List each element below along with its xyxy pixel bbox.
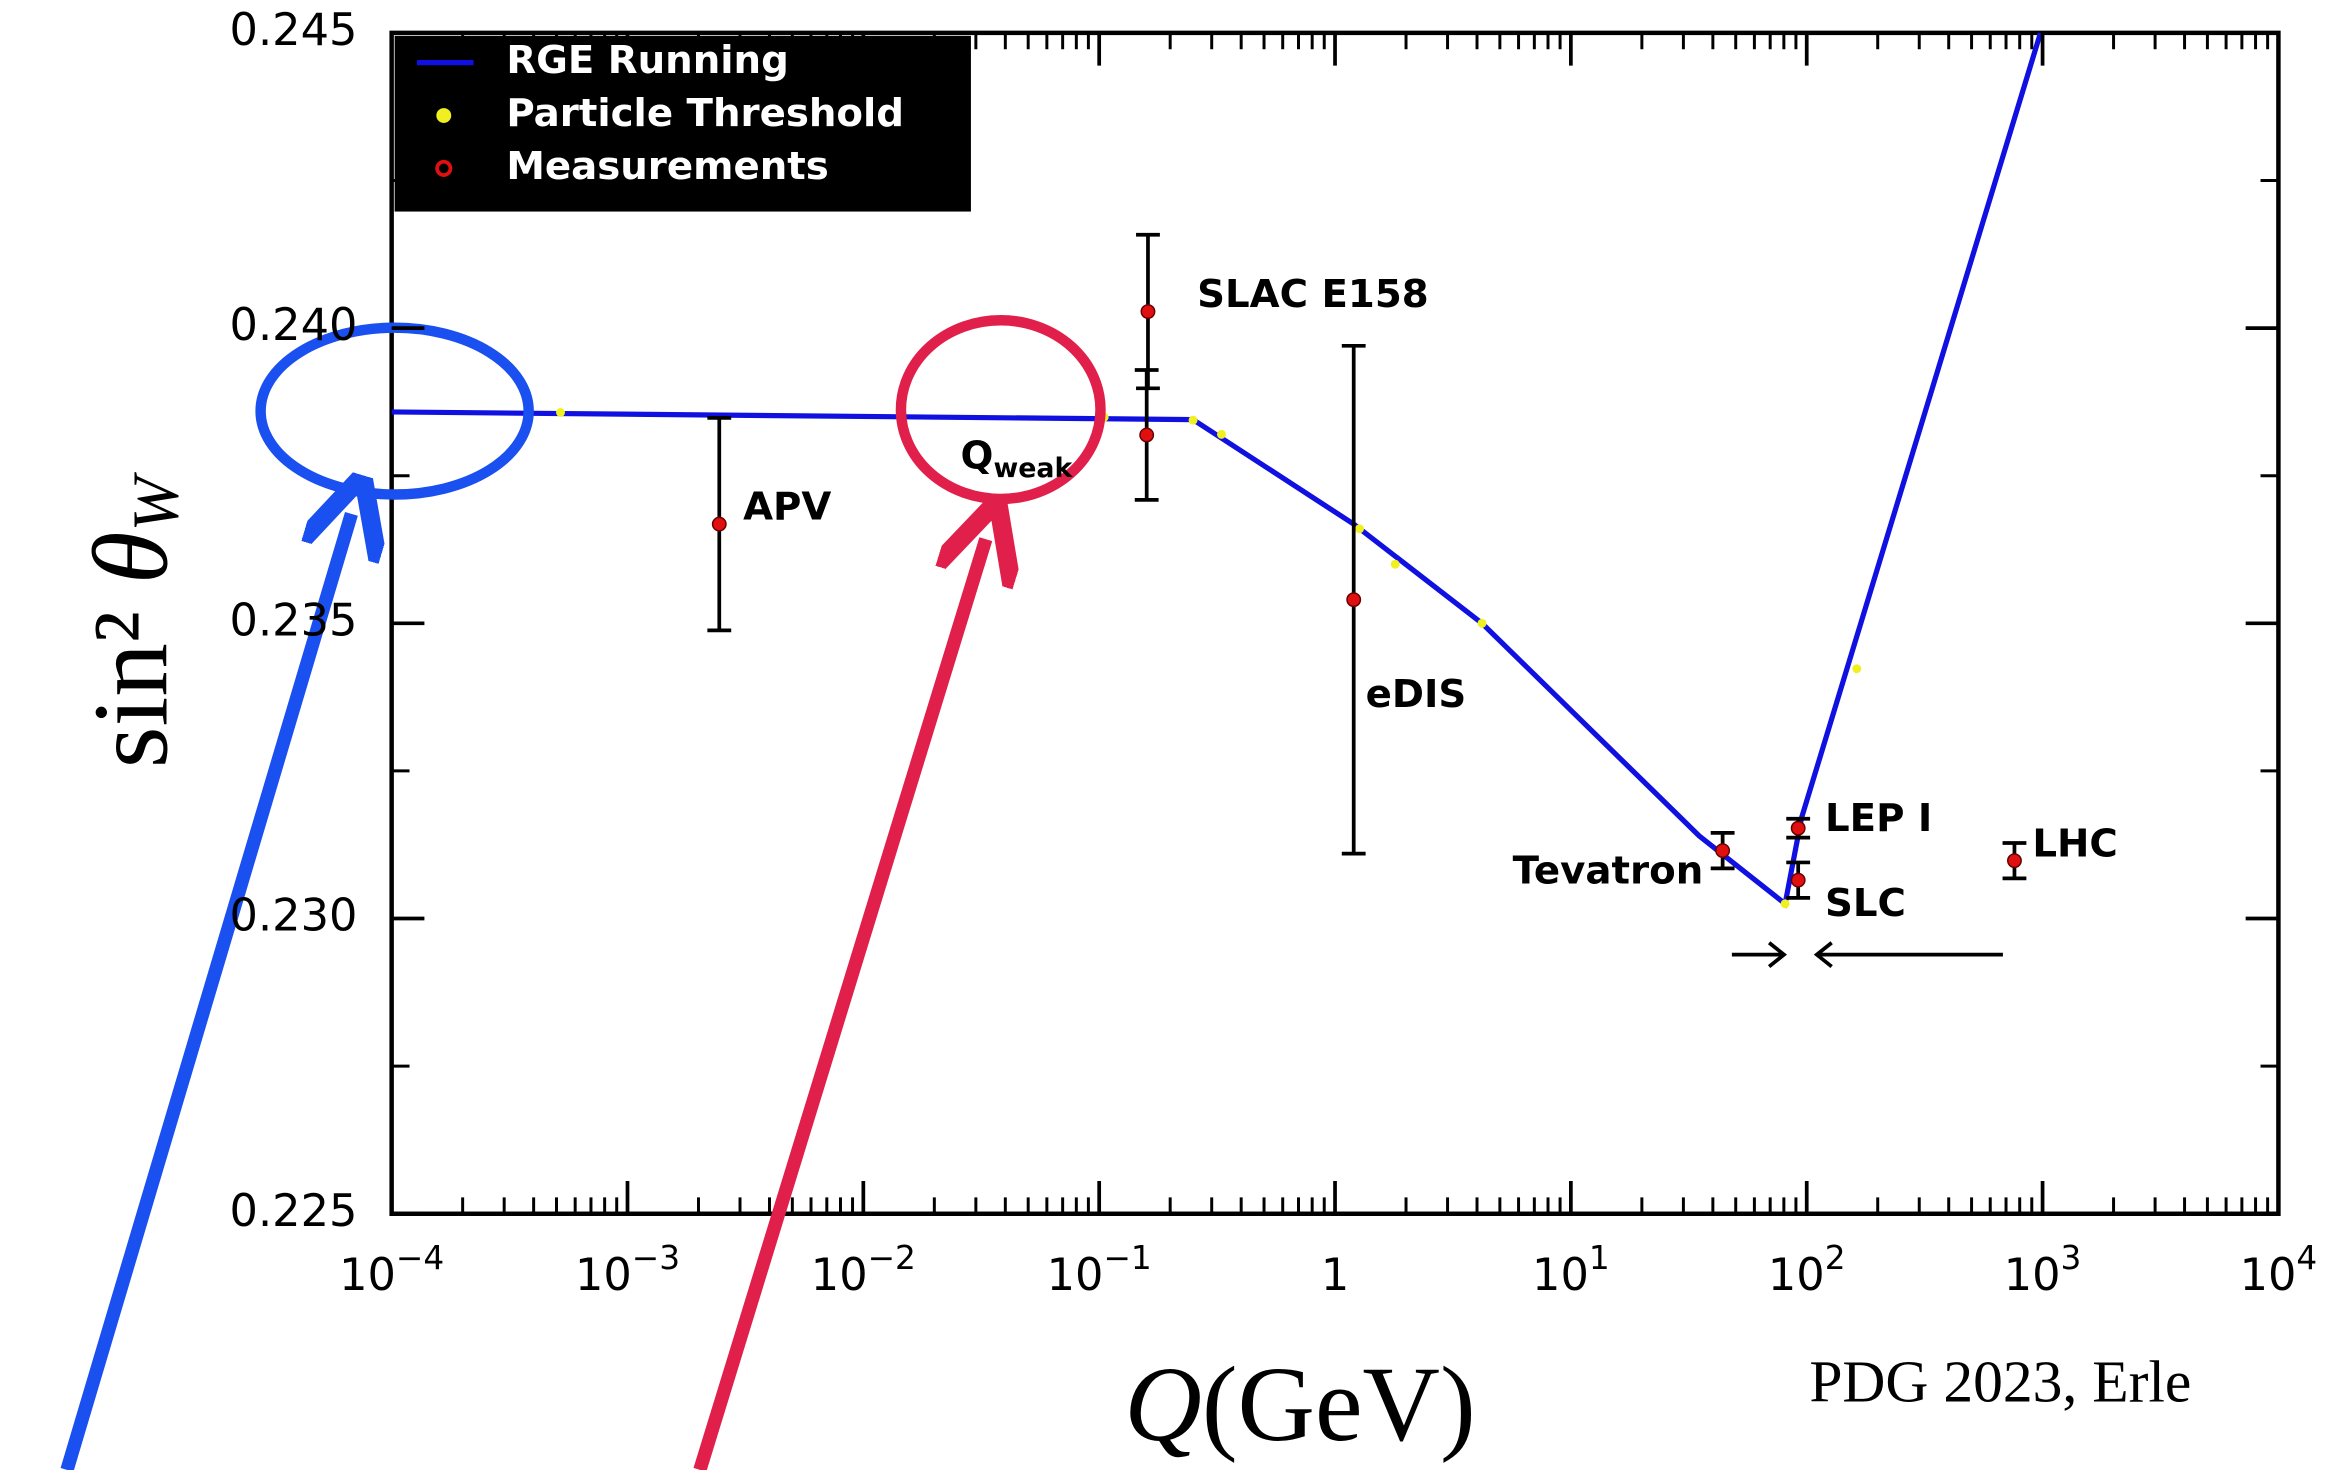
measurement-point	[1790, 820, 1806, 836]
x-tick-label: 10−3	[575, 1239, 680, 1301]
blue-arrow	[60, 514, 351, 1470]
measurement-label: eDIS	[1366, 672, 1467, 717]
x-axis-label: Q(GeV)	[1124, 1344, 1475, 1463]
y-tick-label: 0.225	[230, 1185, 358, 1237]
threshold-point	[1188, 415, 1198, 425]
y-tick-label: 0.245	[230, 4, 358, 56]
y-tick-label: 0.240	[230, 299, 358, 351]
measurement-point	[1139, 427, 1155, 443]
measurement-point	[1790, 872, 1806, 888]
y-tick-label: 0.235	[230, 594, 358, 646]
measurement-label: LHC	[2032, 821, 2117, 866]
threshold-point	[1355, 524, 1364, 534]
measurement-label: SLC	[1825, 881, 1906, 926]
legend-swatch	[435, 159, 453, 177]
threshold-point	[556, 408, 565, 417]
x-tick-label: 103	[2004, 1239, 2082, 1301]
red-arrow	[693, 539, 986, 1470]
measurement-point	[1346, 592, 1362, 608]
y-tick-label: 0.230	[230, 890, 358, 942]
x-tick-label: 10−1	[1047, 1239, 1152, 1301]
threshold-point	[1217, 429, 1226, 439]
legend-label: Particle Threshold	[506, 91, 904, 136]
legend-box	[394, 35, 971, 212]
measurement-label: LEP I	[1825, 796, 1932, 841]
threshold-point	[1477, 618, 1487, 628]
measurement-point	[2007, 853, 2022, 869]
measurement-point	[1140, 304, 1156, 320]
source-note: PDG 2023, Erle	[1809, 1349, 2191, 1415]
x-tick-label: 102	[1768, 1239, 1846, 1301]
threshold-point	[1852, 664, 1862, 674]
threshold-point	[1390, 559, 1400, 569]
measurement-point	[1715, 843, 1731, 859]
x-tick-label: 10−2	[811, 1239, 916, 1301]
legend-label: RGE Running	[506, 38, 788, 83]
z-pole-arrows	[1731, 941, 2003, 969]
measurement-label: Qweak	[961, 433, 1074, 484]
plot-area	[391, 32, 2043, 909]
y-axis-label: sin² θW	[71, 471, 192, 768]
measurement-label: APV	[743, 485, 831, 530]
x-tick-label: 104	[2240, 1239, 2318, 1301]
x-tick-label: 101	[1532, 1239, 1610, 1301]
measurement-label: SLAC E158	[1197, 272, 1429, 317]
x-tick-label: 1	[1321, 1249, 1349, 1301]
legend-swatch	[436, 108, 452, 123]
legend-label: Measurements	[506, 144, 828, 189]
x-tick-label: 10−4	[339, 1239, 444, 1301]
threshold-point	[1780, 899, 1790, 909]
measurement-label: Tevatron	[1513, 848, 1704, 893]
measurement-point	[711, 516, 727, 532]
